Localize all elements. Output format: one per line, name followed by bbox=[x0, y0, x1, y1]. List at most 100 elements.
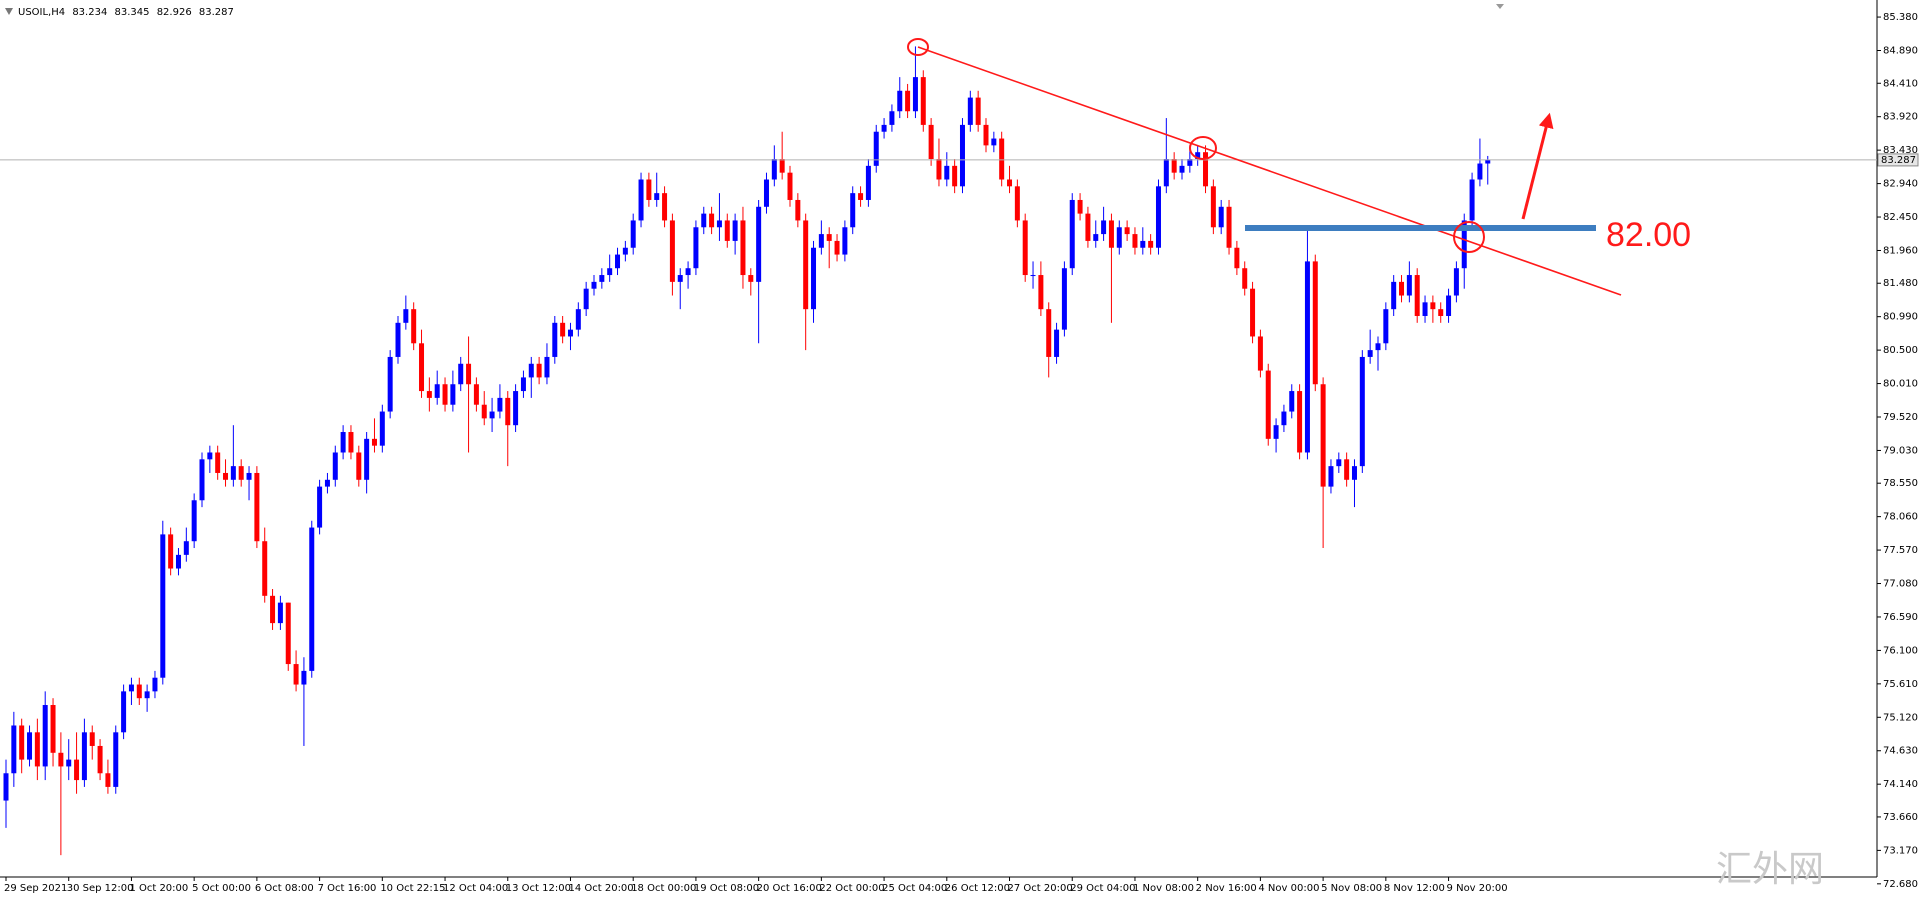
candle-body bbox=[622, 247, 628, 255]
candle-body bbox=[34, 732, 40, 767]
candle-body bbox=[1453, 268, 1459, 296]
candle-body bbox=[952, 165, 958, 187]
candle-body bbox=[371, 438, 377, 446]
candle-body bbox=[183, 541, 189, 555]
marker-circle bbox=[1189, 136, 1217, 160]
candle-body bbox=[513, 391, 519, 426]
x-tick-label: 2 Nov 16:00 bbox=[1196, 883, 1257, 894]
candle-body bbox=[748, 275, 754, 282]
candle-body bbox=[1093, 234, 1099, 241]
candle-body bbox=[1148, 240, 1154, 248]
candle-body bbox=[1273, 425, 1279, 439]
x-tick-label: 1 Nov 08:00 bbox=[1133, 883, 1194, 894]
candle-body bbox=[1250, 288, 1256, 337]
candle-body bbox=[865, 165, 871, 200]
candle-body bbox=[771, 159, 777, 180]
x-tick-label: 10 Oct 22:15 bbox=[380, 883, 445, 894]
x-tick-label: 12 Oct 04:00 bbox=[443, 883, 508, 894]
candle-body bbox=[1438, 309, 1444, 316]
candle-body bbox=[1391, 281, 1397, 310]
up-arrow bbox=[1521, 112, 1554, 220]
candle-body bbox=[238, 466, 244, 480]
candle-body bbox=[426, 391, 432, 398]
candle-body bbox=[560, 322, 566, 337]
y-tick-label: 75.120 bbox=[1883, 712, 1918, 723]
candle-body bbox=[66, 759, 72, 767]
candle-body bbox=[1414, 275, 1420, 316]
level-annotation: 82.00 bbox=[1606, 216, 1691, 254]
x-tick-label: 7 Oct 16:00 bbox=[318, 883, 377, 894]
header: USOIL,H4 83.234 83.345 82.926 83.287 bbox=[5, 7, 234, 18]
candle-body bbox=[991, 138, 997, 146]
candle-body bbox=[826, 234, 832, 241]
candle-body bbox=[1399, 281, 1405, 296]
candle-body bbox=[458, 363, 464, 385]
candle-body bbox=[1030, 275, 1036, 277]
candle-body bbox=[1375, 343, 1381, 351]
candle-body bbox=[1061, 268, 1067, 330]
open: 83.234 bbox=[72, 7, 107, 18]
candle-body bbox=[599, 275, 605, 282]
candle-body bbox=[1242, 268, 1248, 289]
candle-body bbox=[434, 384, 440, 398]
candle-body bbox=[505, 397, 511, 426]
candle-body bbox=[1320, 384, 1326, 487]
y-tick-label: 81.960 bbox=[1883, 245, 1918, 256]
candle-body bbox=[615, 254, 621, 269]
candle-body bbox=[1226, 206, 1232, 248]
y-tick-label: 80.010 bbox=[1883, 379, 1918, 390]
candle-body bbox=[1171, 159, 1177, 173]
candle-body bbox=[1218, 206, 1224, 228]
y-tick-label: 80.500 bbox=[1883, 345, 1918, 356]
candle-body bbox=[1116, 227, 1122, 248]
candle-body bbox=[113, 732, 119, 787]
candle-body bbox=[975, 97, 981, 125]
trend-line bbox=[917, 46, 1622, 296]
candle-body bbox=[1132, 234, 1138, 248]
candle-body bbox=[1069, 199, 1075, 269]
candle-body bbox=[332, 452, 338, 480]
candle-body bbox=[881, 124, 887, 132]
candle-body bbox=[466, 363, 472, 385]
candle-body bbox=[144, 691, 150, 699]
candle-body bbox=[967, 97, 973, 125]
candle-body bbox=[1234, 247, 1240, 269]
candle-body bbox=[1101, 220, 1107, 235]
candle-body bbox=[607, 268, 613, 276]
candle-body bbox=[42, 705, 48, 767]
candle-body bbox=[1422, 302, 1428, 316]
candle-body bbox=[928, 124, 934, 160]
candle-body bbox=[1344, 459, 1350, 480]
candle-body bbox=[662, 193, 668, 221]
candle-body bbox=[121, 691, 127, 733]
candle-body bbox=[724, 220, 730, 241]
y-tick-label: 83.430 bbox=[1883, 145, 1918, 156]
candle-body bbox=[701, 213, 707, 228]
candle-body bbox=[1367, 350, 1373, 357]
candle-body bbox=[1014, 186, 1020, 221]
candle-body bbox=[473, 384, 479, 405]
candle-body bbox=[1257, 336, 1263, 371]
candle-body bbox=[779, 159, 785, 173]
candle-body bbox=[1038, 275, 1044, 310]
candle-body bbox=[1281, 411, 1287, 426]
candle-body bbox=[254, 472, 260, 542]
candle-body bbox=[277, 602, 283, 624]
y-tick-label: 79.030 bbox=[1883, 445, 1918, 456]
candle-body bbox=[175, 554, 181, 569]
candle-body bbox=[489, 411, 495, 419]
y-tick-label: 81.480 bbox=[1883, 278, 1918, 289]
candle-body bbox=[1187, 159, 1193, 166]
candle-body bbox=[356, 452, 362, 480]
marker-circle bbox=[907, 38, 929, 56]
candle-body bbox=[520, 377, 526, 392]
x-tick-label: 13 Oct 12:00 bbox=[506, 883, 571, 894]
candle-body bbox=[1469, 179, 1475, 221]
y-tick-label: 74.630 bbox=[1883, 746, 1918, 757]
candle-body bbox=[818, 234, 824, 248]
candle-body bbox=[1195, 152, 1201, 160]
candle-body bbox=[293, 664, 299, 685]
candle-body bbox=[685, 268, 691, 276]
x-tick-label: 5 Nov 08:00 bbox=[1321, 883, 1382, 894]
